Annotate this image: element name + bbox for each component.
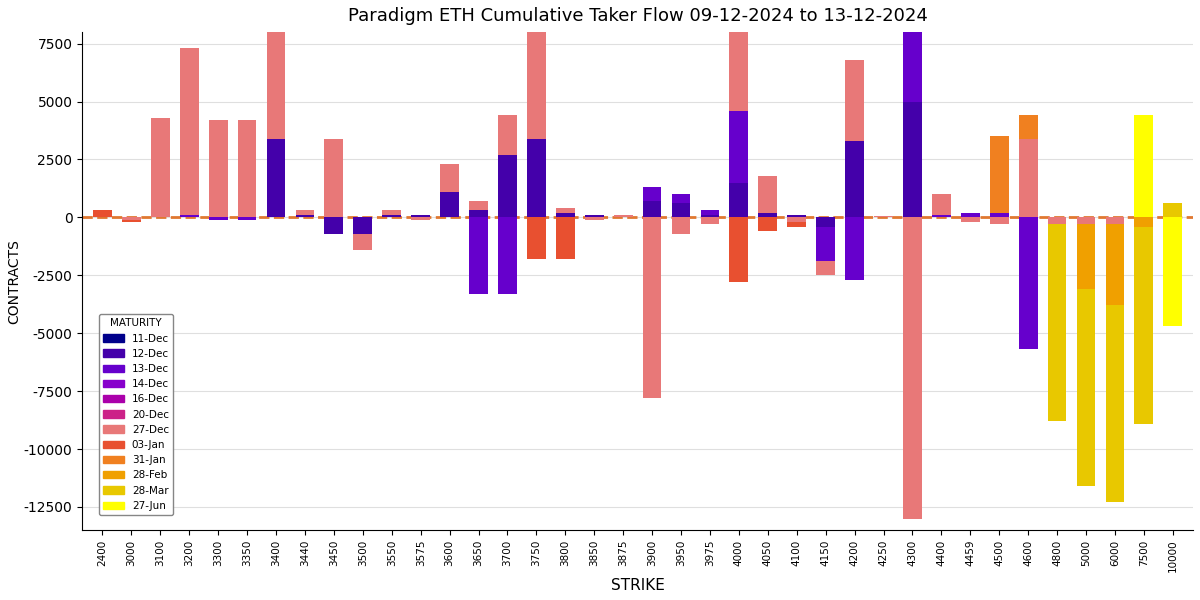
Legend: 11-Dec, 12-Dec, 13-Dec, 14-Dec, 16-Dec, 20-Dec, 27-Dec, 03-Jan, 31-Jan, 28-Feb, : 11-Dec, 12-Dec, 13-Dec, 14-Dec, 16-Dec, … bbox=[98, 314, 173, 515]
Bar bbox=[354, 217, 372, 233]
Bar bbox=[672, 194, 690, 203]
Bar bbox=[238, 217, 257, 220]
Bar bbox=[787, 217, 806, 222]
Bar bbox=[701, 211, 719, 215]
Bar bbox=[845, 141, 864, 217]
Y-axis label: CONTRACTS: CONTRACTS bbox=[7, 239, 20, 323]
Bar bbox=[932, 194, 950, 215]
Bar bbox=[266, 20, 286, 139]
Bar bbox=[730, 0, 749, 111]
Bar bbox=[180, 48, 199, 215]
Bar bbox=[990, 213, 1009, 217]
Bar bbox=[1134, 115, 1153, 217]
Bar bbox=[672, 217, 690, 233]
Bar bbox=[1076, 224, 1096, 289]
Bar bbox=[94, 211, 112, 217]
Bar bbox=[816, 262, 835, 275]
Bar bbox=[1019, 139, 1038, 217]
Bar bbox=[758, 217, 778, 231]
Bar bbox=[961, 217, 979, 222]
Bar bbox=[1134, 217, 1153, 227]
Bar bbox=[498, 115, 517, 155]
Bar bbox=[845, 60, 864, 141]
Bar bbox=[1048, 217, 1067, 224]
X-axis label: STRIKE: STRIKE bbox=[611, 578, 665, 593]
Bar bbox=[961, 213, 979, 217]
Bar bbox=[1076, 289, 1096, 486]
Bar bbox=[324, 217, 343, 233]
Bar bbox=[990, 217, 1009, 224]
Bar bbox=[151, 118, 169, 217]
Bar bbox=[354, 233, 372, 250]
Bar bbox=[1164, 217, 1182, 326]
Bar bbox=[1164, 203, 1182, 217]
Bar bbox=[527, 30, 546, 139]
Bar bbox=[643, 201, 661, 217]
Bar bbox=[701, 217, 719, 224]
Bar bbox=[730, 182, 749, 217]
Bar bbox=[238, 120, 257, 217]
Bar bbox=[730, 111, 749, 182]
Bar bbox=[730, 217, 749, 282]
Bar bbox=[440, 164, 458, 192]
Bar bbox=[904, 0, 922, 101]
Bar bbox=[122, 220, 140, 222]
Bar bbox=[643, 217, 661, 398]
Bar bbox=[584, 217, 604, 220]
Bar bbox=[556, 217, 575, 259]
Bar bbox=[1134, 227, 1153, 424]
Bar bbox=[1076, 217, 1096, 224]
Bar bbox=[556, 208, 575, 213]
Bar bbox=[874, 216, 893, 217]
Bar bbox=[904, 101, 922, 217]
Bar bbox=[932, 215, 950, 217]
Bar bbox=[758, 213, 778, 217]
Bar bbox=[498, 155, 517, 217]
Bar bbox=[122, 217, 140, 220]
Bar bbox=[1105, 217, 1124, 224]
Bar bbox=[527, 139, 546, 217]
Bar bbox=[180, 215, 199, 217]
Bar bbox=[324, 139, 343, 217]
Bar bbox=[584, 215, 604, 217]
Bar bbox=[469, 217, 488, 294]
Title: Paradigm ETH Cumulative Taker Flow 09-12-2024 to 13-12-2024: Paradigm ETH Cumulative Taker Flow 09-12… bbox=[348, 7, 928, 25]
Bar bbox=[1048, 224, 1067, 421]
Bar bbox=[787, 215, 806, 217]
Bar bbox=[758, 176, 778, 213]
Bar bbox=[787, 222, 806, 227]
Bar bbox=[990, 136, 1009, 213]
Bar bbox=[295, 211, 314, 215]
Bar bbox=[266, 139, 286, 217]
Bar bbox=[1105, 305, 1124, 502]
Bar bbox=[1105, 224, 1124, 305]
Bar bbox=[613, 215, 632, 217]
Bar bbox=[1019, 217, 1038, 349]
Bar bbox=[845, 217, 864, 280]
Bar bbox=[816, 227, 835, 262]
Bar bbox=[209, 217, 228, 220]
Bar bbox=[383, 215, 401, 217]
Bar bbox=[383, 211, 401, 215]
Bar bbox=[701, 215, 719, 217]
Bar bbox=[440, 192, 458, 217]
Bar bbox=[527, 217, 546, 259]
Bar bbox=[498, 217, 517, 294]
Bar bbox=[1019, 115, 1038, 139]
Bar bbox=[412, 215, 430, 217]
Bar bbox=[904, 217, 922, 518]
Bar bbox=[556, 213, 575, 217]
Bar bbox=[816, 217, 835, 227]
Bar bbox=[412, 217, 430, 220]
Bar bbox=[643, 187, 661, 201]
Bar bbox=[469, 211, 488, 217]
Bar bbox=[672, 203, 690, 217]
Bar bbox=[209, 120, 228, 217]
Bar bbox=[295, 215, 314, 217]
Bar bbox=[469, 201, 488, 211]
